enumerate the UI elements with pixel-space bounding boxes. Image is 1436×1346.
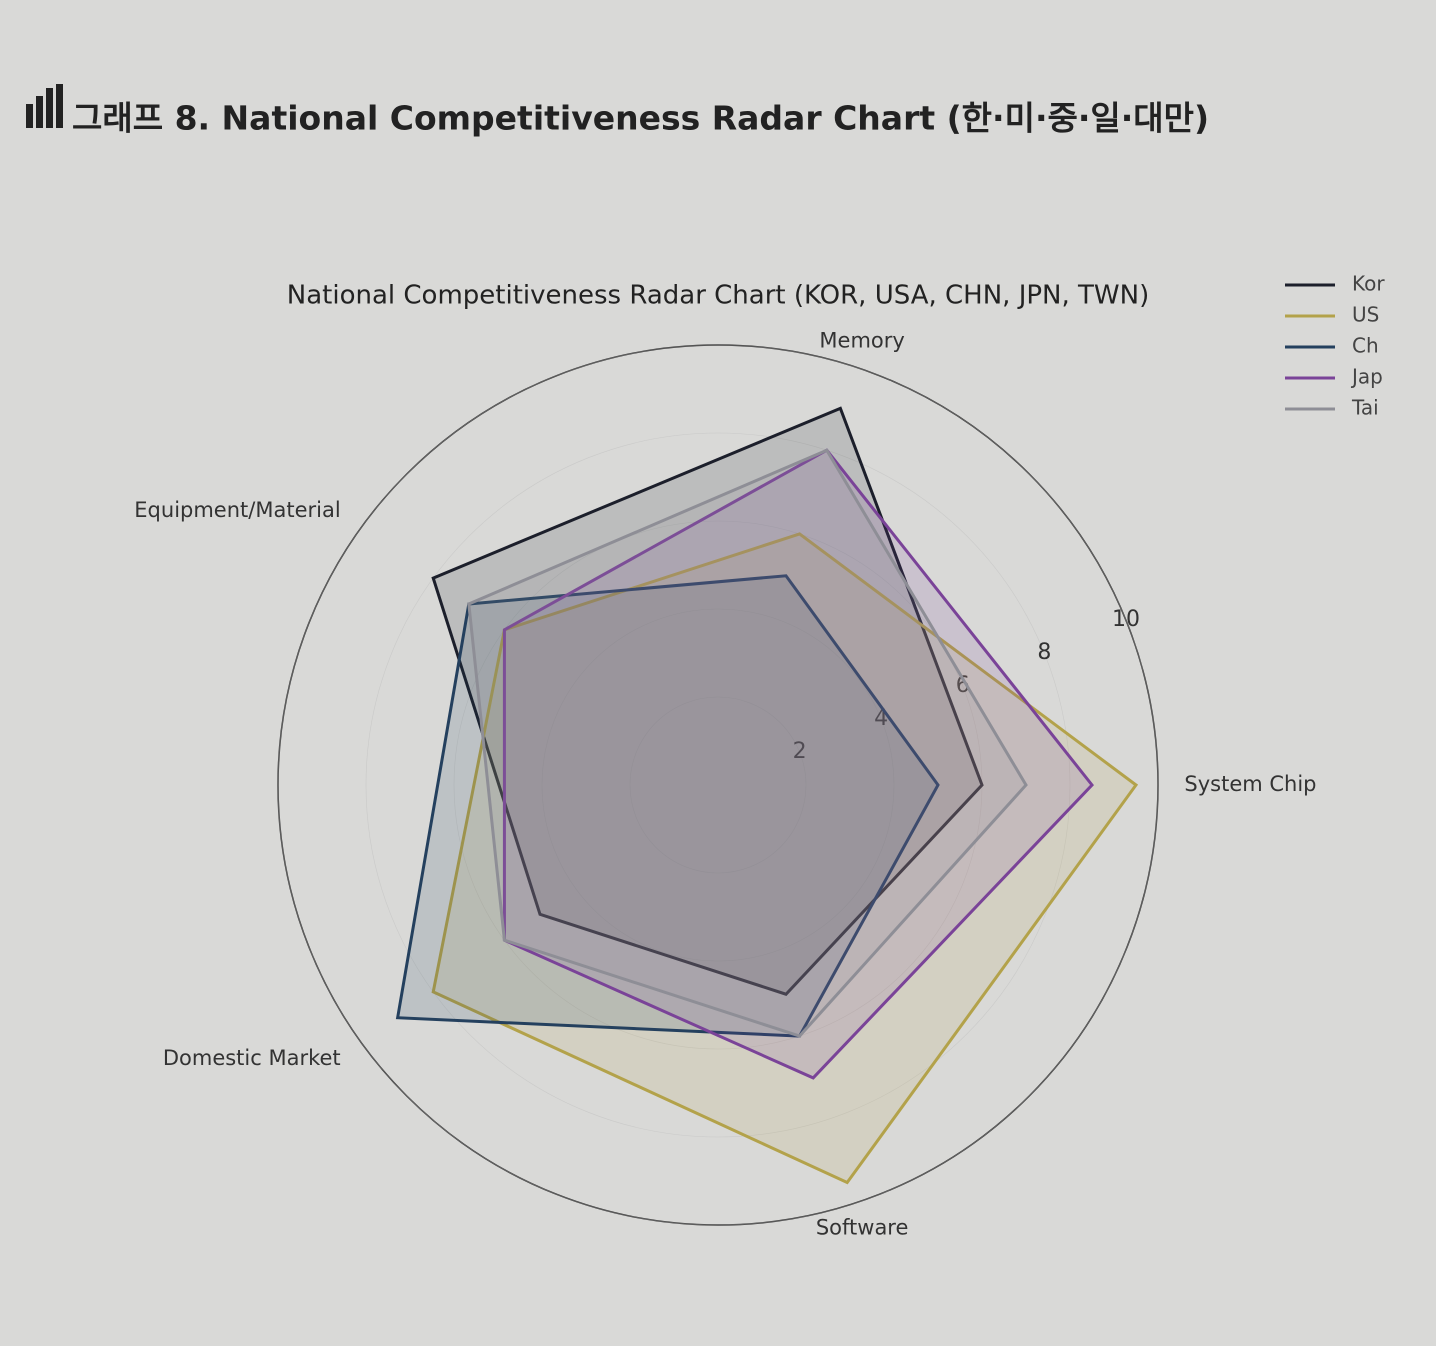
legend-label: Kor [1352, 272, 1385, 296]
radar-area [502, 448, 1094, 1080]
r-tick-label: 2 [793, 739, 807, 764]
radar-area [395, 574, 940, 1038]
axis-label: System Chip [1184, 772, 1316, 796]
axis-label: Software [816, 1216, 909, 1240]
icon-bar [46, 88, 53, 128]
axis-label: Equipment/Material [134, 498, 340, 522]
legend-label: Ch [1352, 334, 1379, 358]
grid-circle [629, 696, 807, 874]
axis-label: Domestic Market [163, 1046, 341, 1070]
radar-area [431, 532, 1139, 1185]
icon-bar [56, 84, 63, 128]
chart-title: National Competitiveness Radar Chart (KO… [287, 281, 1149, 311]
axis-label: Memory [819, 328, 904, 352]
icon-bar [26, 104, 33, 128]
legend-label: US [1352, 303, 1379, 327]
grid-circle [365, 432, 1071, 1138]
r-tick-label: 10 [1112, 607, 1140, 632]
grid-circle [541, 608, 895, 962]
grid-circle [277, 344, 1159, 1226]
legend-label: Tai [1351, 396, 1379, 420]
legend-label: Jap [1350, 365, 1383, 389]
icon-bar [36, 96, 43, 128]
radar-area [431, 406, 984, 996]
page-title: 그래프 8. National Competitiveness Radar Ch… [72, 99, 1209, 138]
r-tick-label: 6 [956, 673, 970, 698]
r-tick-label: 8 [1037, 640, 1051, 665]
radar-area [467, 448, 1028, 1038]
